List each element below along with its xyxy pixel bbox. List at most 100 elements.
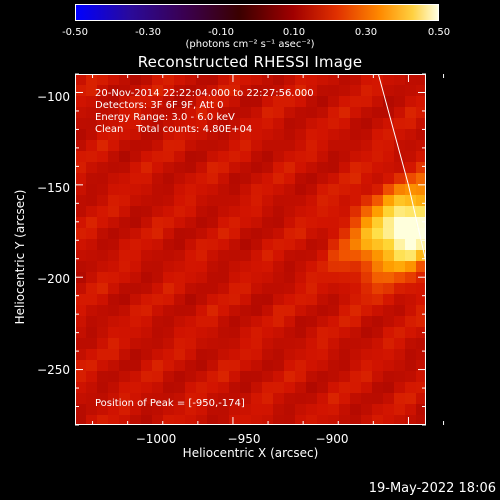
heatmap-cell bbox=[262, 261, 274, 273]
heatmap-cell bbox=[416, 327, 426, 339]
heatmap-cell bbox=[262, 217, 274, 229]
heatmap-cell bbox=[207, 305, 219, 317]
heatmap-cell bbox=[86, 96, 98, 108]
heatmap-cell bbox=[317, 250, 329, 262]
heatmap-cell bbox=[372, 195, 384, 207]
heatmap-cell bbox=[163, 85, 175, 97]
heatmap-cell bbox=[350, 393, 362, 405]
heatmap-cell bbox=[284, 85, 296, 97]
heatmap-cell bbox=[229, 415, 241, 425]
heatmap-cell bbox=[306, 140, 318, 152]
heatmap-cell bbox=[240, 118, 252, 130]
heatmap-cell bbox=[339, 74, 351, 86]
heatmap-cell bbox=[196, 250, 208, 262]
heatmap-cell bbox=[317, 129, 329, 141]
heatmap-cell bbox=[141, 239, 153, 251]
heatmap-cell bbox=[119, 327, 131, 339]
heatmap-cell bbox=[130, 316, 142, 328]
heatmap-cell bbox=[240, 217, 252, 229]
heatmap-cell bbox=[97, 415, 109, 425]
heatmap-cell bbox=[262, 415, 274, 425]
heatmap-cell bbox=[273, 217, 285, 229]
heatmap-cell bbox=[350, 118, 362, 130]
heatmap-cell bbox=[174, 371, 186, 383]
heatmap-cell bbox=[207, 96, 219, 108]
heatmap-cell bbox=[152, 206, 164, 218]
heatmap-cell bbox=[251, 74, 263, 86]
heatmap-cell bbox=[295, 96, 307, 108]
heatmap-cell bbox=[251, 85, 263, 97]
heatmap-cell bbox=[86, 162, 98, 174]
timestamp: 19-May-2022 18:06 bbox=[368, 481, 496, 496]
heatmap-cell bbox=[196, 261, 208, 273]
heatmap-cell bbox=[119, 184, 131, 196]
heatmap-cell bbox=[130, 382, 142, 394]
heatmap-cell bbox=[350, 85, 362, 97]
heatmap-cell bbox=[273, 327, 285, 339]
heatmap-cell bbox=[295, 261, 307, 273]
heatmap-cell bbox=[207, 74, 219, 86]
heatmap-cell bbox=[119, 118, 131, 130]
heatmap-cell bbox=[361, 140, 373, 152]
heatmap-cell bbox=[339, 85, 351, 97]
heatmap-cell bbox=[361, 360, 373, 372]
heatmap-cell bbox=[273, 338, 285, 350]
heatmap-cell bbox=[130, 338, 142, 350]
heatmap-cell bbox=[130, 85, 142, 97]
heatmap-cell bbox=[75, 217, 87, 229]
heatmap-cell bbox=[328, 305, 340, 317]
heatmap-cell bbox=[284, 404, 296, 416]
heatmap-cell bbox=[284, 294, 296, 306]
heatmap-cell bbox=[240, 316, 252, 328]
heatmap-cell bbox=[339, 305, 351, 317]
heatmap-cell bbox=[273, 261, 285, 273]
heatmap-cell bbox=[75, 371, 87, 383]
heatmap-cell bbox=[196, 360, 208, 372]
heatmap-cell bbox=[361, 96, 373, 108]
heatmap-cell bbox=[75, 129, 87, 141]
heatmap-cell bbox=[383, 206, 395, 218]
heatmap-cell bbox=[416, 415, 426, 425]
colorbar-tick: 0.10 bbox=[282, 27, 306, 38]
heatmap-cell bbox=[152, 250, 164, 262]
heatmap-cell bbox=[196, 382, 208, 394]
heatmap-cell bbox=[119, 261, 131, 273]
heatmap-cell bbox=[394, 107, 406, 119]
heatmap-cell bbox=[108, 74, 120, 86]
heatmap-cell bbox=[141, 217, 153, 229]
clean-counts-annotation: Clean Total counts: 4.80E+04 bbox=[95, 124, 253, 135]
heatmap-cell bbox=[416, 349, 426, 361]
heatmap-cell bbox=[394, 393, 406, 405]
heatmap-cell bbox=[328, 96, 340, 108]
heatmap-cell bbox=[394, 360, 406, 372]
heatmap-cell bbox=[350, 195, 362, 207]
heatmap-cell bbox=[163, 415, 175, 425]
heatmap-cell bbox=[97, 151, 109, 163]
heatmap-cell bbox=[317, 349, 329, 361]
heatmap-cell bbox=[196, 206, 208, 218]
heatmap-cell bbox=[174, 305, 186, 317]
heatmap-cell bbox=[152, 151, 164, 163]
heatmap-cell bbox=[306, 96, 318, 108]
heatmap-cell bbox=[251, 250, 263, 262]
heatmap-cell bbox=[174, 228, 186, 240]
heatmap-cell bbox=[273, 151, 285, 163]
heatmap-cell bbox=[328, 151, 340, 163]
heatmap-cell bbox=[86, 118, 98, 130]
heatmap-cell bbox=[416, 74, 426, 86]
heatmap-cell bbox=[383, 316, 395, 328]
heatmap-cell bbox=[119, 129, 131, 141]
heatmap-cell bbox=[284, 239, 296, 251]
heatmap-cell bbox=[75, 327, 87, 339]
heatmap-cell bbox=[372, 239, 384, 251]
heatmap-cell bbox=[196, 338, 208, 350]
heatmap-cell bbox=[240, 371, 252, 383]
heatmap-cell bbox=[229, 250, 241, 262]
heatmap-cell bbox=[251, 107, 263, 119]
heatmap-cell bbox=[163, 272, 175, 284]
heatmap-cell bbox=[251, 195, 263, 207]
heatmap-cell bbox=[196, 371, 208, 383]
heatmap-cell bbox=[141, 327, 153, 339]
heatmap-cell bbox=[218, 404, 230, 416]
heatmap-cell bbox=[174, 272, 186, 284]
